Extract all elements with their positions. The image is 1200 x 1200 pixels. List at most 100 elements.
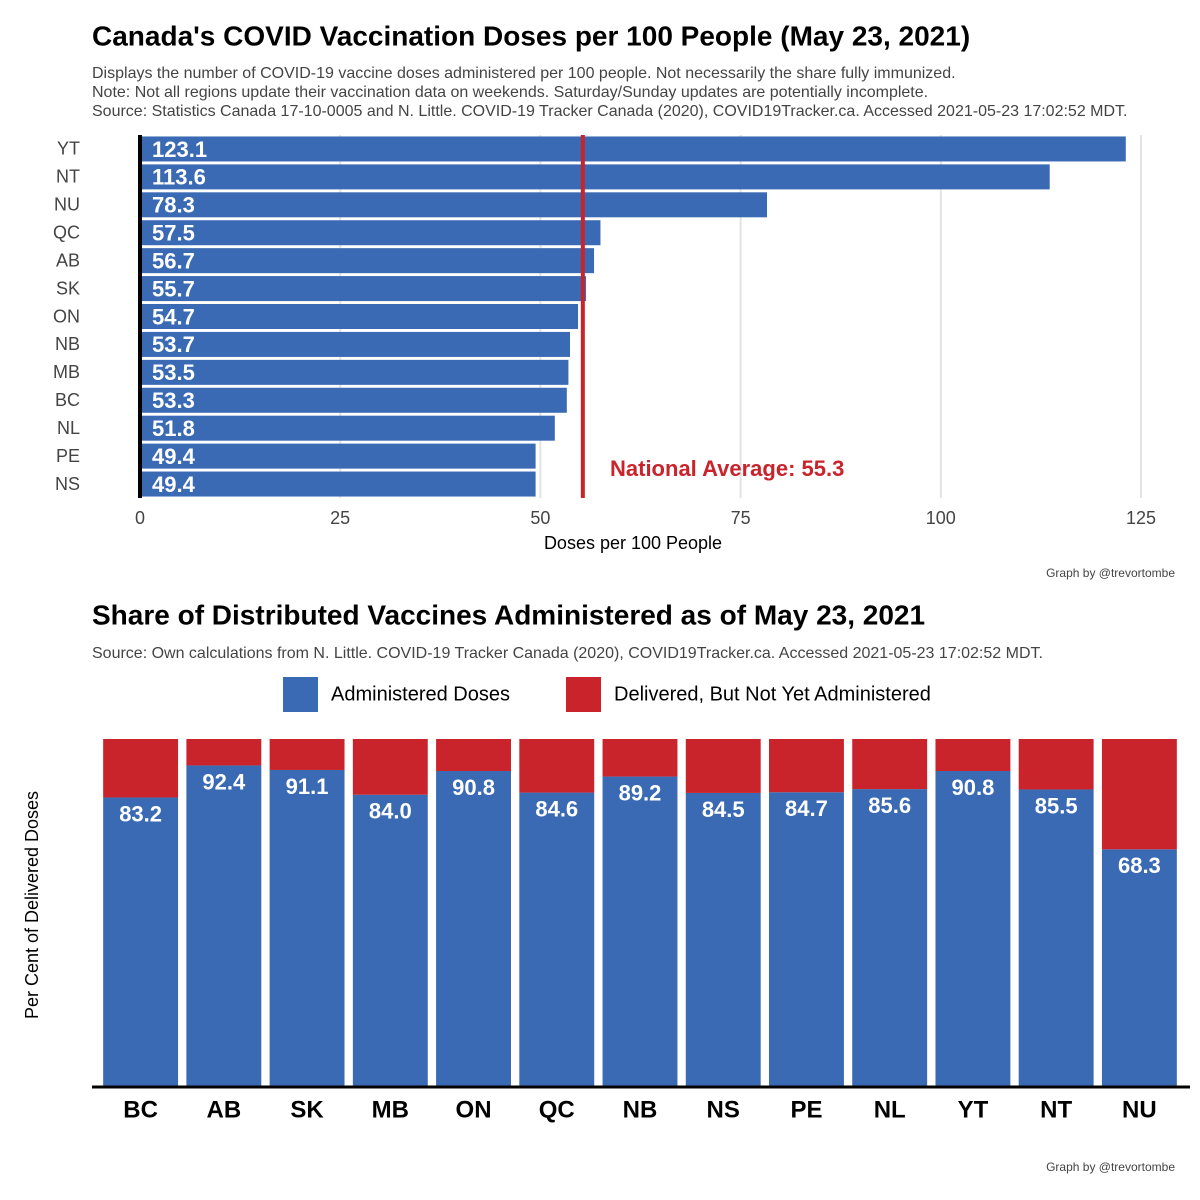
data-label: 84.0 — [369, 798, 412, 823]
bar-segment — [935, 739, 1011, 772]
bar — [140, 220, 601, 246]
x-tick-label: SK — [290, 1096, 324, 1123]
y-tick-label: SK — [56, 278, 80, 298]
x-tick-label: PE — [790, 1096, 822, 1123]
y-tick-label: NU — [54, 195, 80, 215]
x-tick-label: YT — [958, 1096, 989, 1123]
x-tick-label: BC — [123, 1096, 158, 1123]
bar-segment — [436, 771, 511, 1087]
bar-segment — [685, 792, 761, 1087]
bar-segment — [103, 739, 179, 798]
bar-segment — [436, 739, 511, 772]
y-tick-label: YT — [57, 139, 80, 159]
bar-segment — [1018, 789, 1094, 1087]
bar — [140, 136, 1126, 162]
bar-segment — [352, 794, 428, 1087]
y-axis-label: Per Cent of Delivered Doses — [22, 791, 42, 1019]
bar — [140, 276, 587, 302]
data-label: 85.5 — [1035, 793, 1078, 818]
chart-subtitle: Source: Own calculations from N. Little.… — [92, 645, 1043, 662]
data-label: 57.5 — [152, 221, 195, 246]
x-tick-label: NB — [623, 1096, 658, 1123]
bar — [140, 387, 567, 413]
legend-label: Administered Doses — [331, 683, 510, 705]
legend-swatch — [283, 677, 318, 712]
x-tick-label: NT — [1040, 1096, 1072, 1123]
bar — [140, 443, 536, 469]
data-label: 53.7 — [152, 332, 195, 357]
data-label: 56.7 — [152, 248, 195, 273]
y-tick-label: NS — [55, 474, 80, 494]
x-tick-label: 125 — [1126, 508, 1156, 528]
bar-segment — [103, 797, 179, 1087]
bar-segment — [685, 739, 761, 793]
y-tick-label: PE — [56, 446, 80, 466]
bar-segment — [852, 789, 928, 1087]
bar — [140, 248, 595, 274]
bar — [140, 471, 536, 497]
y-tick-label: ON — [53, 306, 80, 326]
y-tick-label: MB — [53, 362, 80, 382]
bar-segment — [935, 771, 1011, 1087]
bar — [140, 192, 768, 218]
data-label: 54.7 — [152, 304, 195, 329]
y-tick-label: QC — [53, 222, 80, 242]
reference-label: National Average: 55.3 — [610, 456, 844, 481]
bar-segment — [769, 739, 844, 793]
data-label: 84.5 — [702, 797, 745, 822]
data-label: 89.2 — [619, 780, 662, 805]
bar — [140, 164, 1050, 190]
data-label: 92.4 — [202, 769, 246, 794]
x-tick-label: NU — [1122, 1096, 1157, 1123]
bar-segment — [519, 739, 595, 793]
x-tick-label: 25 — [330, 508, 350, 528]
x-tick-label: MB — [372, 1096, 409, 1123]
data-label: 90.8 — [952, 775, 995, 800]
x-tick-label: AB — [207, 1096, 242, 1123]
legend-label: Delivered, But Not Yet Administered — [614, 683, 931, 705]
bar-segment — [602, 776, 678, 1087]
bar-segment — [769, 792, 844, 1087]
bar-segment — [519, 792, 595, 1087]
x-tick-label: 50 — [530, 508, 550, 528]
bar-segment — [1018, 739, 1094, 790]
data-label: 91.1 — [286, 774, 329, 799]
data-label: 85.6 — [868, 793, 911, 818]
data-label: 84.6 — [535, 796, 578, 821]
data-label: 90.8 — [452, 775, 495, 800]
y-tick-label: NT — [56, 167, 80, 187]
data-label: 123.1 — [152, 137, 207, 162]
bar-segment — [269, 739, 345, 770]
y-tick-label: BC — [55, 390, 80, 410]
caption: Graph by @trevortombe — [1046, 1160, 1175, 1174]
data-label: 53.5 — [152, 360, 195, 385]
bar — [140, 331, 571, 357]
chart-subtitle: Displays the number of COVID-19 vaccine … — [92, 65, 956, 82]
data-label: 78.3 — [152, 193, 195, 218]
data-label: 53.3 — [152, 388, 195, 413]
x-tick-label: NS — [707, 1096, 740, 1123]
data-label: 51.8 — [152, 416, 195, 441]
bar — [140, 304, 579, 329]
y-tick-label: AB — [56, 250, 80, 270]
x-axis-label: Doses per 100 People — [544, 533, 722, 553]
chart-title: Canada's COVID Vaccination Doses per 100… — [92, 20, 970, 51]
x-tick-label: 75 — [731, 508, 751, 528]
data-label: 49.4 — [152, 472, 196, 497]
caption: Graph by @trevortombe — [1046, 566, 1175, 580]
data-label: 83.2 — [119, 801, 162, 826]
bar-segment — [602, 739, 678, 777]
x-tick-label: 100 — [926, 508, 956, 528]
legend-swatch — [566, 677, 601, 712]
y-tick-label: NB — [55, 334, 80, 354]
chart-subtitle: Source: Statistics Canada 17-10-0005 and… — [92, 103, 1128, 120]
bar-segment — [186, 765, 262, 1087]
data-label: 84.7 — [785, 796, 828, 821]
y-tick-label: NL — [57, 418, 80, 438]
chart-subtitle: Note: Not all regions update their vacci… — [92, 84, 928, 101]
x-tick-label: 0 — [135, 508, 145, 528]
bar-segment — [269, 769, 345, 1087]
bar-segment — [352, 739, 428, 795]
bar-segment — [1101, 849, 1177, 1087]
